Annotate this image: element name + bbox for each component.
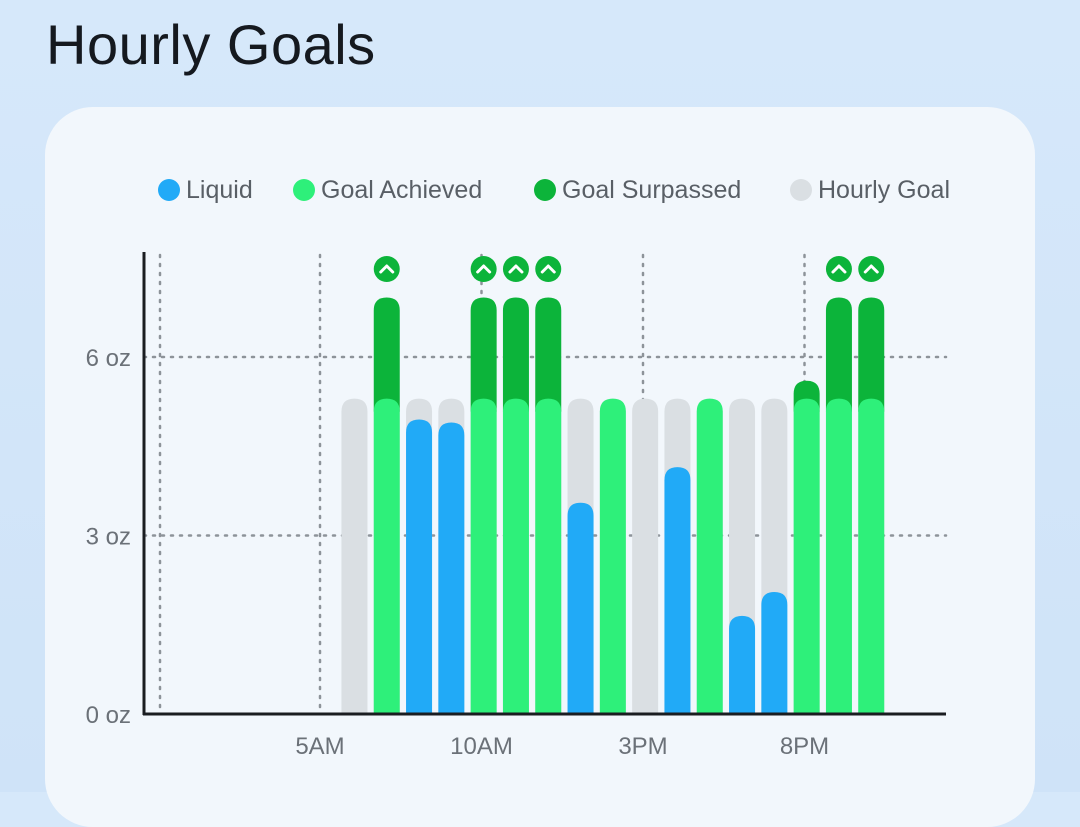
chevron-up-icon [825,256,852,282]
legend-dot-hourly-goal [790,179,812,201]
chevron-up-icon [470,256,497,282]
goal-achieved-bar [535,398,562,714]
chevron-up-glyph [863,264,879,274]
chevron-up-glyph [379,264,395,274]
goal-achieved-bar [793,398,820,714]
liquid-bar [664,467,691,714]
hourly-goal-bar [632,398,659,714]
chevron-up-glyph [540,264,556,274]
badge-layer [373,256,885,282]
page-title: Hourly Goals [46,13,376,76]
goal-achieved-bar [696,398,723,714]
legend-item-goal-achieved[interactable]: Goal Achieved [293,174,482,206]
goal-surpassed-bar [858,297,885,412]
x-tick-label: 3PM [618,733,667,760]
legend-label-liquid: Liquid [186,175,253,204]
liquid-bar [406,419,433,714]
goal-achieved-bar [470,398,497,714]
goal-surpassed-bar [470,297,497,412]
goal-achieved-bar [599,398,626,714]
x-tick-label: 8PM [780,733,829,760]
liquid-bar [567,502,594,714]
goal-surpassed-bar [535,297,562,412]
legend-label-goal-achieved: Goal Achieved [321,175,483,204]
goal-achieved-bar [502,398,529,714]
chevron-up-glyph [508,264,524,274]
legend-dot-goal-achieved [293,179,315,201]
y-tick-label: 3 oz [86,524,131,551]
legend-dot-liquid [158,179,180,201]
chevron-up-glyph [476,264,492,274]
goal-achieved-bar [825,398,852,714]
label-layer: 0 oz 3 oz 6 oz 5AM 10AM 3PM 8PM [86,345,830,760]
goal-surpassed-bar [825,297,852,412]
y-tick-label: 0 oz [86,702,131,729]
x-tick-label: 10AM [450,733,513,760]
hourly-goals-chart: 0 oz 3 oz 6 oz 5AM 10AM 3PM 8PM [86,252,948,760]
chevron-up-glyph [831,264,847,274]
liquid-bar [438,422,465,714]
goal-achieved-bar [858,398,885,714]
goal-surpassed-bar [502,297,529,412]
legend-dot-goal-surpassed [534,179,556,201]
legend-label-hourly-goal: Hourly Goal [818,175,950,204]
goal-achieved-bar [373,398,400,714]
chevron-up-icon [535,256,562,282]
hourly-goal-bar [341,398,368,714]
legend-item-liquid[interactable]: Liquid [158,174,253,206]
chevron-up-icon [502,256,529,282]
goal-surpassed-bar [373,297,400,412]
legend-label-goal-surpassed: Goal Surpassed [562,175,742,204]
liquid-bar [729,615,756,714]
legend-item-hourly-goal[interactable]: Hourly Goal [790,174,950,206]
bar-layer [341,297,885,714]
chart-legend: Liquid Goal Achieved Goal Surpassed Hour… [0,174,1080,206]
y-tick-label: 6 oz [86,345,131,372]
chevron-up-icon [858,256,885,282]
x-tick-label: 5AM [295,733,344,760]
axis-layer [142,252,946,716]
legend-item-goal-surpassed[interactable]: Goal Surpassed [534,174,741,206]
liquid-bar [761,592,788,714]
chevron-up-icon [373,256,400,282]
